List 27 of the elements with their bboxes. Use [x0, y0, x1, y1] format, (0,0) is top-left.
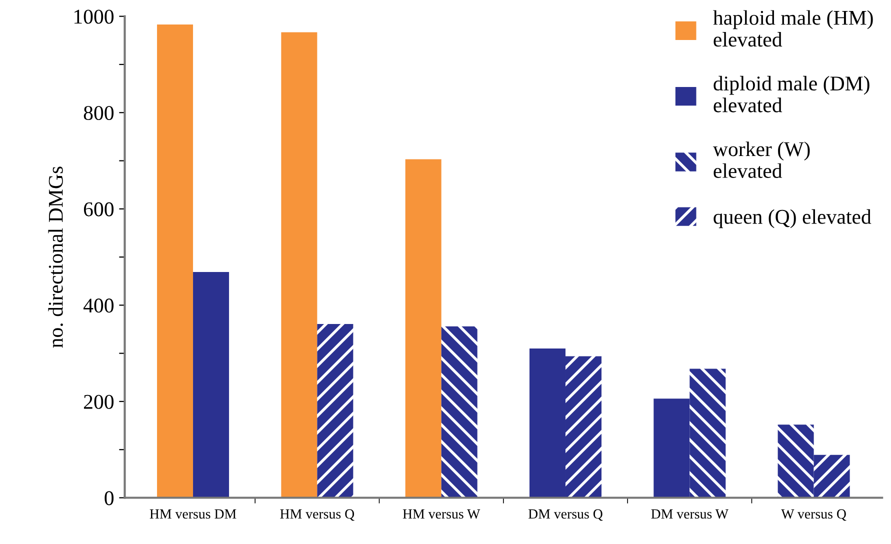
bar — [441, 326, 478, 498]
legend-label: worker (W) elevated — [712, 142, 810, 178]
y-tick-label: 400 — [83, 298, 114, 313]
y-tick-label: 600 — [84, 202, 114, 216]
x-tick-label: HM versus W — [402, 509, 480, 519]
x-tick-label: DM versus W — [651, 509, 728, 519]
bar — [565, 356, 602, 498]
bar — [157, 24, 194, 498]
x-tick-label: HM versus DM — [150, 509, 236, 519]
bar — [654, 398, 690, 498]
x-tick-label: W versus Q — [781, 509, 846, 521]
bar — [529, 348, 566, 498]
bar — [317, 324, 354, 498]
legend-label: haploid male (HM) elevated — [713, 10, 873, 47]
legend-label: diploid male (DM) elevated — [714, 76, 870, 112]
y-tick-label: 800 — [84, 106, 114, 120]
bar — [405, 159, 442, 498]
bar — [814, 454, 850, 498]
legend-label: queen (Q) elevated — [714, 209, 872, 228]
y-tick-label: 0 — [104, 491, 114, 506]
x-tick-label: DM versus Q — [528, 509, 603, 521]
y-axis-title: no. directional DMGs — [48, 166, 63, 348]
bar — [281, 32, 318, 498]
x-tick-label: HM versus Q — [280, 509, 354, 521]
bar — [690, 368, 726, 498]
y-tick-label: 1000 — [74, 10, 114, 24]
y-tick-label: 200 — [84, 394, 114, 409]
